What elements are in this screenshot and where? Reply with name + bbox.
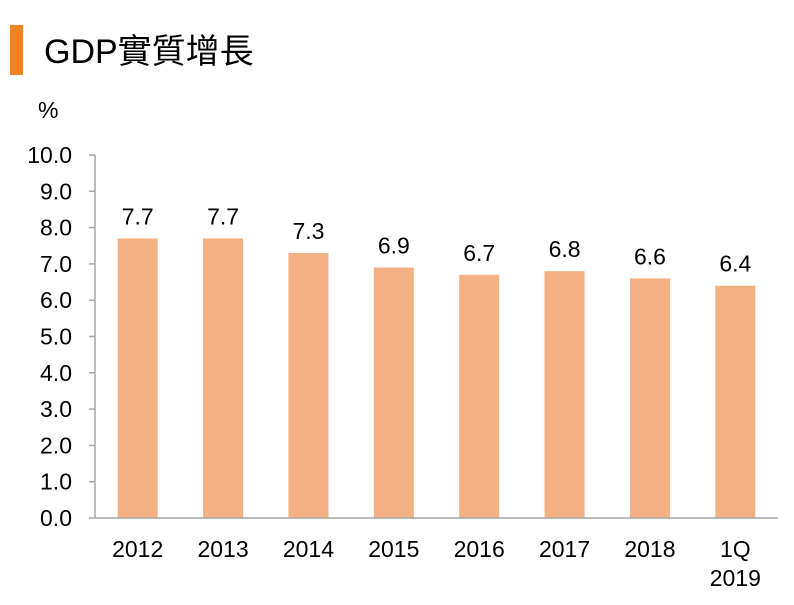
x-tick-label: 2014 xyxy=(283,536,334,562)
bar-value-label: 7.7 xyxy=(122,203,154,229)
y-tick-label: 5.0 xyxy=(40,324,72,350)
bar-value-label: 6.8 xyxy=(549,236,581,262)
x-axis-labels-group: 2012 2013 2014 2015 2016 2017 2018 1Q 2019 xyxy=(112,536,761,591)
bars-group xyxy=(117,238,756,519)
bar xyxy=(288,253,329,518)
bar-value-label: 7.7 xyxy=(207,203,239,229)
y-tick-label: 9.0 xyxy=(40,178,72,204)
title-accent-bar xyxy=(10,25,23,75)
y-tick-label: 8.0 xyxy=(40,215,72,241)
bar xyxy=(544,271,585,518)
y-tick-label: 3.0 xyxy=(40,396,72,422)
y-tick-label: 4.0 xyxy=(40,360,72,386)
y-tick-label: 1.0 xyxy=(40,469,72,495)
bar xyxy=(373,267,414,518)
y-tick-label: 2.0 xyxy=(40,432,72,458)
x-tick-label: 2013 xyxy=(197,536,248,562)
y-axis-ticks: 0.0 1.0 2.0 3.0 4.0 5.0 6.0 7.0 8.0 9.0 10.0 xyxy=(27,142,95,531)
chart-title: GDP實質增長 xyxy=(44,33,254,71)
y-tick-label: 7.0 xyxy=(40,251,72,277)
y-tick-label: 10.0 xyxy=(27,142,72,168)
bar-value-label: 6.6 xyxy=(634,243,666,269)
x-tick-label: 2015 xyxy=(368,536,419,562)
y-axis-unit-label: % xyxy=(38,97,58,123)
y-tick-label: 0.0 xyxy=(40,505,72,531)
bar xyxy=(459,274,500,518)
bar xyxy=(117,238,158,519)
y-tick-label: 6.0 xyxy=(40,287,72,313)
value-labels-group: 7.7 7.7 7.3 6.9 6.7 6.8 6.6 6.4 xyxy=(122,203,752,276)
x-tick-label: 2017 xyxy=(539,536,590,562)
bar-value-label: 7.3 xyxy=(292,218,324,244)
x-tick-label: 2019 xyxy=(710,565,761,591)
bar-value-label: 6.9 xyxy=(378,233,410,259)
bar xyxy=(629,278,670,518)
bar xyxy=(203,238,244,519)
bar-value-label: 6.4 xyxy=(719,251,751,277)
bar-value-label: 6.7 xyxy=(463,240,495,266)
x-tick-label: 2018 xyxy=(624,536,675,562)
x-tick-label: 2012 xyxy=(112,536,163,562)
x-tick-label: 2016 xyxy=(454,536,505,562)
x-tick-label: 1Q xyxy=(720,536,751,562)
bar xyxy=(715,285,756,518)
